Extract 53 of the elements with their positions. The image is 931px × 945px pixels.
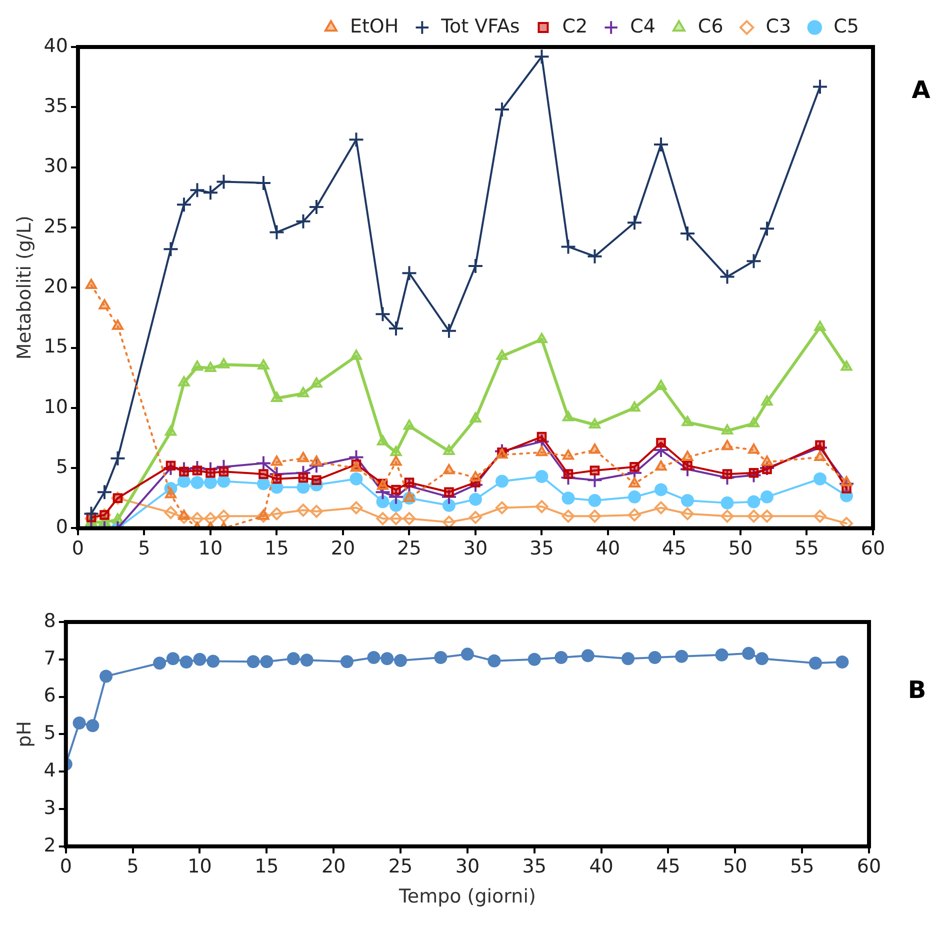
- x-tick-label: 5: [138, 538, 150, 560]
- x-tick-label: 40: [589, 856, 614, 878]
- legend-label: C4: [630, 15, 656, 38]
- x-tick-label: 15: [254, 856, 279, 878]
- y-axis-title: pH: [13, 721, 36, 748]
- x-tick-label: 25: [397, 538, 422, 560]
- y-tick-label: 35: [44, 95, 68, 118]
- y-tick-label: 30: [44, 155, 68, 178]
- x-tick-label: 60: [856, 856, 882, 878]
- x-tick-label: 40: [596, 538, 620, 560]
- x-tick-label: 10: [188, 856, 212, 878]
- x-tick-label: 30: [463, 538, 488, 560]
- x-tick-label: 25: [388, 856, 413, 878]
- text: A: [912, 76, 931, 104]
- x-tick-label: 20: [322, 856, 346, 878]
- legend-label: EtOH: [350, 15, 399, 38]
- legend-label: C5: [834, 15, 860, 38]
- y-tick-label: 25: [44, 215, 68, 238]
- x-tick-label: 55: [790, 856, 814, 878]
- legend-label: C6: [698, 15, 724, 38]
- legend-label: C2: [562, 15, 588, 38]
- legend-label: C3: [766, 15, 792, 38]
- y-tick-label: 5: [44, 722, 56, 744]
- y-tick-label: 20: [44, 276, 68, 298]
- x-tick-label: 55: [794, 538, 819, 560]
- y-tick-label: 40: [44, 34, 68, 57]
- y-tick-label: 4: [44, 760, 56, 782]
- legend-label: Tot VFAs: [440, 15, 520, 38]
- y-tick-label: 3: [44, 796, 56, 819]
- y-tick-label: 6: [44, 684, 56, 707]
- y-tick-label: 5: [56, 456, 68, 478]
- x-tick-label: 10: [198, 538, 223, 560]
- y-axis-title: Metaboliti (g/L): [13, 216, 36, 360]
- y-tick-label: 7: [44, 647, 56, 670]
- x-tick-label: 45: [656, 856, 680, 878]
- y-tick-label: 8: [44, 610, 56, 632]
- x-tick-label: 50: [723, 856, 748, 878]
- x-tick-label: 35: [522, 856, 546, 878]
- x-tick-label: 5: [126, 856, 139, 878]
- x-tick-label: 0: [72, 538, 84, 560]
- x-tick-label: 15: [264, 538, 289, 560]
- x-axis-title: Tempo (giorni): [398, 886, 536, 908]
- y-tick-label: 2: [44, 834, 56, 856]
- y-tick-label: 10: [44, 396, 68, 418]
- text: B: [908, 676, 926, 704]
- y-tick-label: 0: [56, 516, 68, 538]
- x-tick-label: 50: [728, 538, 753, 560]
- x-tick-label: 45: [662, 538, 686, 560]
- x-tick-label: 60: [860, 538, 886, 560]
- y-tick-label: 15: [44, 336, 68, 358]
- x-tick-label: 20: [330, 538, 356, 560]
- x-tick-label: 35: [530, 538, 554, 560]
- x-tick-label: 30: [455, 856, 480, 878]
